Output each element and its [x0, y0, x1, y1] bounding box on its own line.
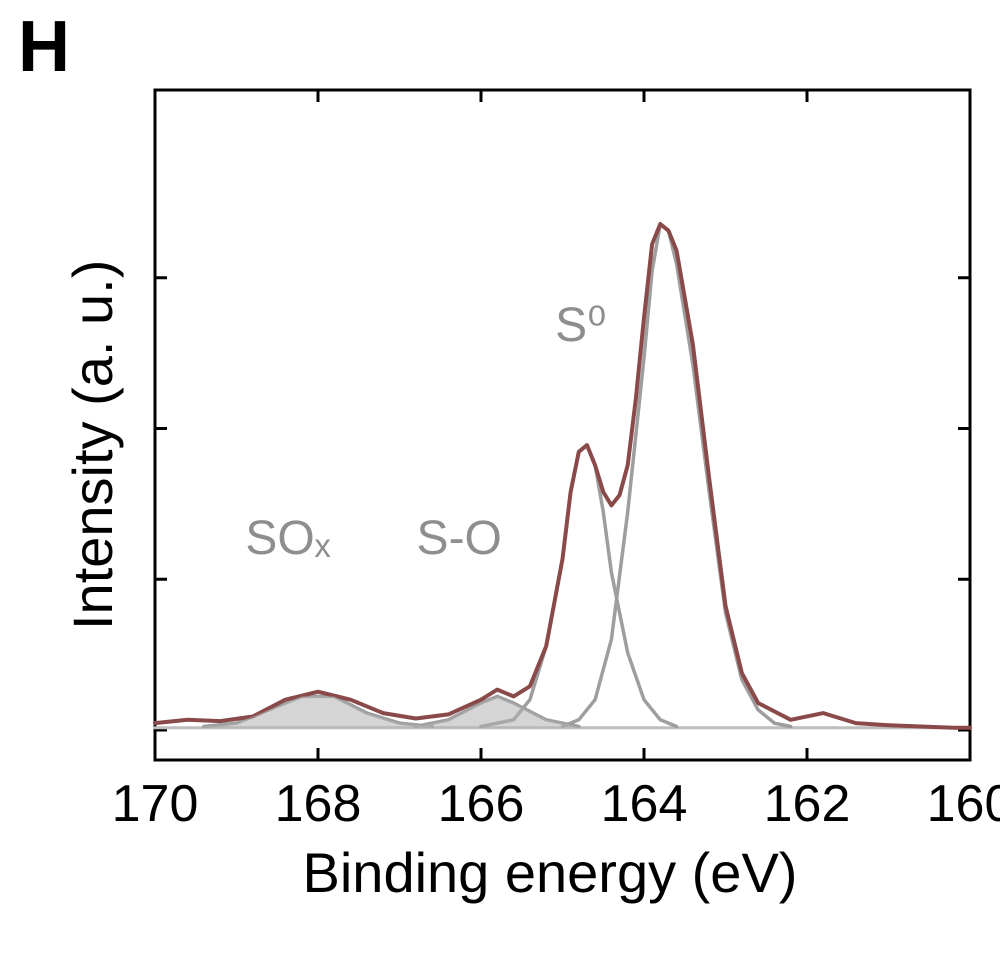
y-axis-label: Intensity (a. u.) — [60, 260, 125, 630]
x-tick-label: 170 — [110, 774, 200, 834]
x-axis-label: Binding energy (eV) — [303, 840, 798, 905]
peak-label: SOₓ — [245, 511, 330, 566]
x-tick-label: 166 — [436, 774, 526, 834]
x-tick-label: 160 — [925, 774, 1000, 834]
x-tick-label: 162 — [762, 774, 852, 834]
peak-label: S-O — [417, 511, 502, 566]
x-tick-label: 164 — [599, 774, 689, 834]
peak-label: S⁰ — [555, 297, 606, 353]
x-tick-label: 168 — [273, 774, 363, 834]
